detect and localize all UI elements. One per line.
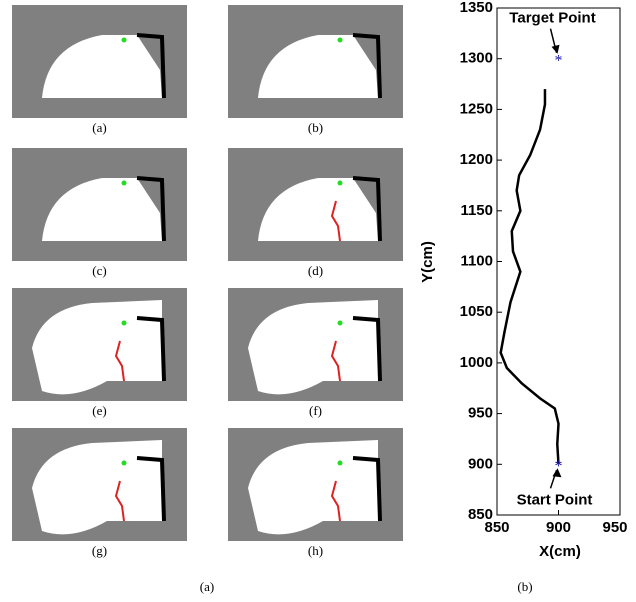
annotation: Start Point [517, 491, 593, 508]
panel-grid: (a) (b) (c) (d) (e) (f) (g) (h) [12, 5, 403, 558]
x-axis-label: X(cm) [539, 543, 581, 560]
page: (a) (b) (c) (d) (e) (f) (g) (h) X(cm) Y(cm) 850… [0, 0, 636, 602]
panel-label: (h) [308, 543, 323, 558]
y-tick-label: 1300 [460, 50, 493, 67]
trajectory [501, 89, 559, 464]
panel-label: (f) [309, 403, 322, 418]
goal-dot [122, 321, 127, 326]
y-tick-label: 900 [468, 455, 493, 472]
annotation: Target Point [509, 10, 595, 27]
y-tick-label: 950 [468, 405, 493, 422]
goal-dot [338, 181, 343, 186]
y-tick-label: 1050 [460, 303, 493, 320]
goal-dot [338, 38, 343, 43]
goal-dot [338, 461, 343, 466]
goal-dot [122, 461, 127, 466]
x-tick-label: 850 [484, 519, 509, 536]
y-axis-label: Y(cm) [419, 241, 436, 283]
goal-dot [122, 38, 127, 43]
goal-dot [122, 181, 127, 186]
panel-label: (d) [308, 263, 323, 278]
y-tick-label: 1250 [460, 100, 493, 117]
panel-label: (e) [92, 403, 106, 418]
goal-dot [338, 321, 343, 326]
y-tick-label: 1000 [460, 354, 493, 371]
panel-label: (c) [92, 263, 106, 278]
y-tick-label: 1350 [460, 0, 493, 16]
chart: X(cm) Y(cm) 850 900 950 1000 1050 1100 1150 120… [419, 0, 628, 560]
y-tick-label: 1100 [460, 252, 493, 269]
panel-label: (g) [92, 543, 107, 558]
caption: (b) [517, 579, 532, 594]
y-tick-label: 1150 [460, 202, 493, 219]
caption: (a) [200, 579, 214, 594]
y-tick-label: 1200 [460, 151, 493, 168]
panel-label: (a) [92, 120, 106, 135]
x-tick-label: 900 [546, 519, 571, 536]
panel-label: (b) [308, 120, 323, 135]
point-marker: * [555, 52, 563, 69]
x-tick-label: 950 [602, 519, 627, 536]
figure: (a) (b) (c) (d) (e) (f) (g) (h) X(cm) Y(cm) 850… [0, 0, 636, 602]
